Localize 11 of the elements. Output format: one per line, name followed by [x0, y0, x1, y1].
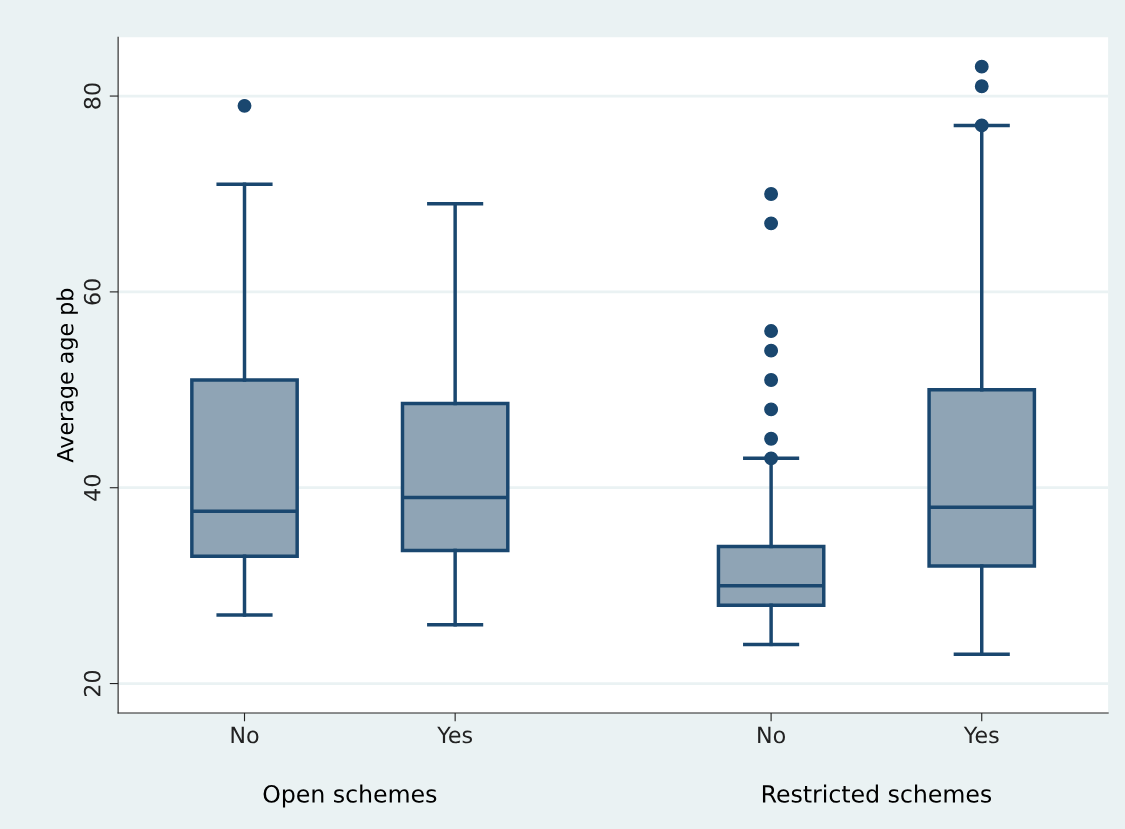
y-tick-label: 40 [83, 475, 101, 501]
x-tick-label: Yes [437, 726, 472, 744]
x-tick-label: No [758, 726, 785, 744]
text: Open schemes [263, 784, 437, 808]
x-tick-label: Yes [963, 726, 999, 744]
y-tick-label: 20 [83, 670, 101, 697]
text: Restricted schemes [762, 784, 992, 803]
y-tick-label: 60 [83, 279, 101, 305]
y-axis-title: Average age pb [56, 288, 78, 463]
y-tick-label: 80 [83, 83, 101, 109]
x-tick-label: No [231, 726, 259, 744]
